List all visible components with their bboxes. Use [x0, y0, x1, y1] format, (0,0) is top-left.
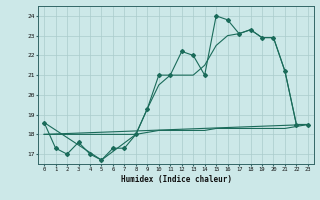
X-axis label: Humidex (Indice chaleur): Humidex (Indice chaleur): [121, 175, 231, 184]
